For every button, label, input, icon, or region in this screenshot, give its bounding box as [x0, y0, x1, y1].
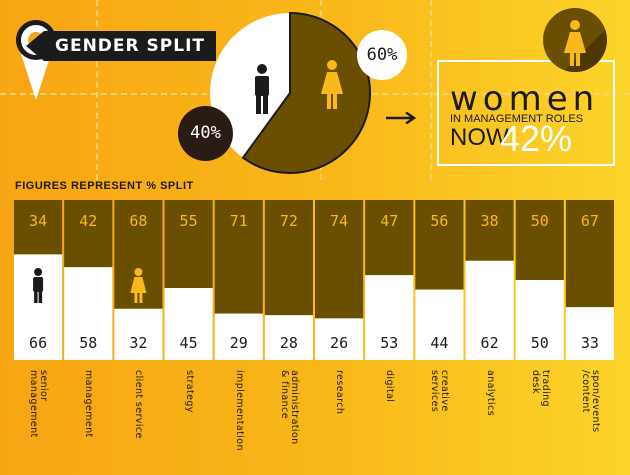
bar-female-value-label: 38	[481, 212, 499, 230]
bar-female-value-label: 34	[29, 212, 47, 230]
bar-male-value-label: 32	[129, 334, 147, 352]
female-icon	[563, 20, 607, 72]
women-callout-now: NOW	[450, 124, 509, 151]
bar-female-value-label: 42	[79, 212, 97, 230]
bar-female-value-label: 55	[180, 212, 198, 230]
bar-female-segment	[64, 200, 113, 268]
category-label: research	[315, 370, 363, 470]
category-label-text: implementation	[233, 370, 245, 451]
bar-female-value-label: 67	[581, 212, 599, 230]
category-label: spon/events /content	[566, 370, 614, 470]
grid-line-right	[430, 0, 432, 180]
bar-male-segment	[565, 307, 614, 360]
arrow-right-icon	[386, 112, 416, 124]
female-percent-value: 60%	[366, 45, 398, 65]
bar-female-segment	[515, 200, 564, 280]
female-figure-icon	[321, 60, 343, 109]
bar-female-segment	[315, 200, 364, 319]
bar-male-value-label: 66	[29, 334, 47, 352]
bar-female-segment	[415, 200, 464, 290]
bar-female-value-label: 72	[280, 212, 298, 230]
category-label-text: research	[334, 370, 346, 415]
category-label: trading desk	[516, 370, 564, 470]
bar-female-segment	[264, 200, 313, 316]
bar-female-value-label: 74	[330, 212, 348, 230]
women-callout-box	[437, 60, 615, 166]
bar-male-value-label: 45	[180, 334, 198, 352]
category-label-text: spon/events /content	[579, 370, 601, 433]
category-label: senior management	[14, 370, 62, 470]
category-label-text: creative services	[429, 370, 451, 413]
category-label-text: senior management	[28, 370, 50, 438]
male-icon	[33, 268, 44, 303]
bar-female-segment	[465, 200, 514, 261]
bar-male-value-label: 28	[280, 334, 298, 352]
bar-female-value-label: 56	[430, 212, 448, 230]
category-label-text: administration & finance	[278, 370, 300, 445]
page-title: Gender Split	[26, 31, 216, 61]
category-label-text: management	[83, 370, 95, 438]
male-percent-value: 40%	[190, 123, 221, 143]
bar-male-segment	[214, 313, 263, 360]
bar-male-value-label: 26	[330, 334, 348, 352]
bar-male-segment	[415, 289, 464, 360]
bar-male-segment	[315, 318, 364, 360]
bar-female-value-label: 47	[380, 212, 398, 230]
gender-pie-chart	[210, 11, 371, 174]
bar-female-value-label: 50	[531, 212, 549, 230]
bar-male-segment	[114, 308, 163, 360]
male-percent-bubble: 40%	[178, 106, 233, 161]
bar-female-segment	[365, 200, 414, 276]
category-label: analytics	[466, 370, 514, 470]
bar-male-value-label: 58	[79, 334, 97, 352]
women-callout-title: women	[450, 79, 600, 119]
bar-male-value-label: 53	[380, 334, 398, 352]
category-label: administration & finance	[265, 370, 313, 470]
bar-female-value-label: 68	[129, 212, 147, 230]
category-label-text: client service	[133, 370, 145, 439]
female-badge	[543, 8, 607, 72]
category-label-text: strategy	[183, 370, 195, 413]
bar-female-segment	[565, 200, 614, 308]
women-callout-value: 42%	[500, 118, 573, 159]
bar-male-segment	[264, 315, 313, 360]
category-label: creative services	[415, 370, 463, 470]
pie-female-slice	[241, 11, 371, 174]
category-label-text: trading desk	[529, 370, 551, 407]
category-label: management	[64, 370, 112, 470]
split-bar-chart: 34 66 42 58 68 32 55 45 71 29 72 28 74 26 47 53 56 44 38 62…	[14, 200, 614, 360]
category-label: client service	[114, 370, 162, 470]
bar-male-value-label: 29	[230, 334, 248, 352]
bar-male-value-label: 33	[581, 334, 599, 352]
bar-female-segment	[214, 200, 263, 314]
chart-subtitle: FIGURES REPRESENT % SPLIT	[15, 180, 194, 192]
bar-male-segment	[465, 260, 514, 360]
pin-icon-point	[21, 54, 51, 100]
male-figure-icon	[255, 64, 269, 114]
bar-male-segment	[365, 275, 414, 360]
category-label: digital	[365, 370, 413, 470]
bar-male-value-label: 62	[481, 334, 499, 352]
bar-male-value-label: 44	[430, 334, 448, 352]
bar-female-segment	[164, 200, 213, 288]
bar-male-value-label: 50	[531, 334, 549, 352]
bar-male-segment	[64, 267, 113, 360]
category-label: implementation	[215, 370, 263, 470]
category-label-text: analytics	[484, 370, 496, 417]
category-label: strategy	[165, 370, 213, 470]
bar-male-segment	[164, 288, 213, 360]
category-labels: senior management management client servic…	[0, 370, 630, 470]
bar-female-segment	[14, 200, 63, 255]
category-label-text: digital	[384, 370, 396, 403]
bar-male-segment	[515, 280, 564, 360]
grid-line-left	[96, 0, 98, 180]
bar-female-value-label: 71	[230, 212, 248, 230]
female-percent-bubble: 60%	[357, 30, 407, 80]
women-callout-subtitle: IN MANAGEMENT ROLES	[450, 113, 584, 125]
female-icon	[130, 268, 147, 303]
